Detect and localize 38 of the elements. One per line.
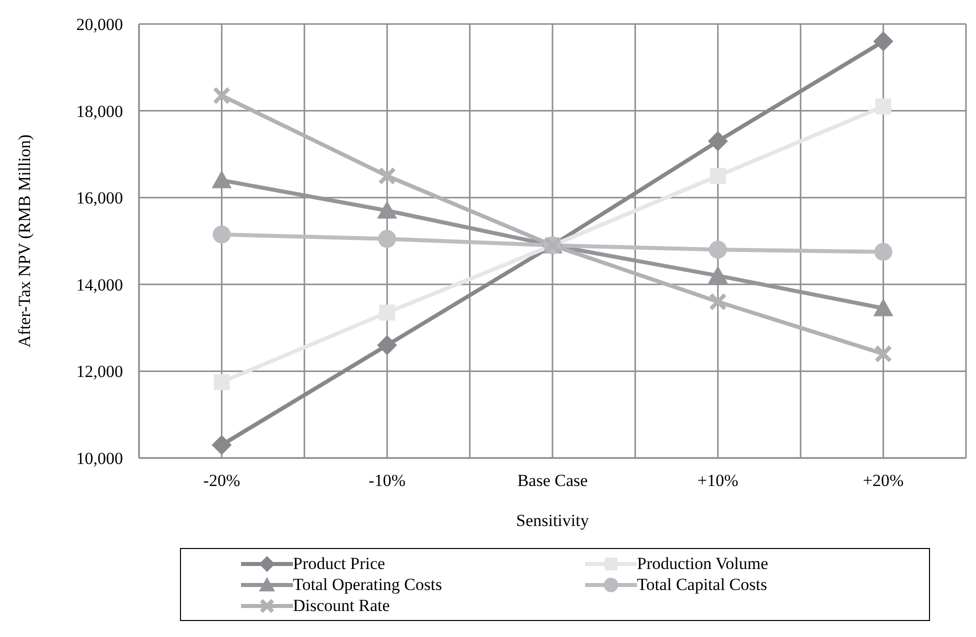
y-tick-label: 12,000 xyxy=(76,362,123,382)
point xyxy=(212,434,232,455)
y-axis-title: After-Tax NPV (RMB Million) xyxy=(15,134,34,348)
y-tick-label: 14,000 xyxy=(76,275,123,294)
point xyxy=(708,266,728,284)
point xyxy=(874,344,892,363)
y-tick-label: 18,000 xyxy=(76,102,123,121)
y-tick-label: 10,000 xyxy=(76,449,123,468)
x-tick-label: -20% xyxy=(203,471,240,490)
legend-label: Product Price xyxy=(293,553,386,574)
x-tick-label: +10% xyxy=(698,471,738,490)
x-tick-label: Base Case xyxy=(517,471,588,490)
point xyxy=(378,230,396,248)
legend-label: Discount Rate xyxy=(293,595,390,616)
point xyxy=(708,131,728,152)
x-tick-label: +20% xyxy=(862,471,904,490)
point xyxy=(708,292,727,311)
point xyxy=(212,225,231,244)
x-tick-label: -10% xyxy=(368,471,406,490)
point xyxy=(377,200,398,219)
y-tick-label: 16,000 xyxy=(76,188,123,208)
point xyxy=(212,86,231,105)
x-axis-title: Sensitivity xyxy=(516,511,590,530)
point xyxy=(875,98,892,114)
point xyxy=(710,168,726,184)
legend-label: Total Operating Costs xyxy=(293,574,442,595)
point xyxy=(212,170,232,188)
point xyxy=(873,298,894,316)
legend-label: Total Capital Costs xyxy=(637,574,768,595)
point xyxy=(708,240,727,259)
point xyxy=(377,335,398,356)
point xyxy=(214,374,230,390)
point xyxy=(874,242,892,261)
point xyxy=(873,31,894,52)
point xyxy=(378,166,396,185)
y-tick-label: 20,000 xyxy=(76,15,123,34)
legend-label: Production Volume xyxy=(637,553,768,574)
point xyxy=(379,304,396,321)
